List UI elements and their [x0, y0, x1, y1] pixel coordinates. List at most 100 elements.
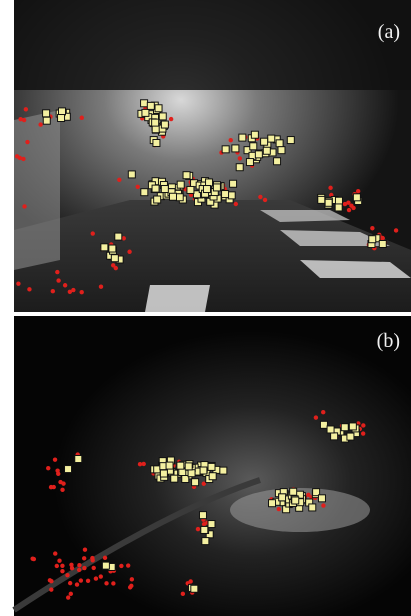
feature-dot [92, 566, 96, 570]
feature-dot [82, 566, 86, 570]
feature-dot [263, 198, 267, 202]
feature-dot [53, 551, 57, 555]
feature-square [246, 159, 253, 166]
feature-dot [49, 485, 53, 489]
feature-square [279, 494, 286, 501]
feature-dot [71, 288, 75, 292]
feature-square [65, 466, 72, 473]
feature-dot [188, 579, 192, 583]
feature-square [213, 184, 220, 191]
feature-dot [119, 564, 123, 568]
feature-dot [30, 556, 34, 560]
feature-dot [66, 595, 70, 599]
feature-dot [142, 462, 146, 466]
panel-a: (a) [14, 0, 411, 312]
feature-square [353, 194, 360, 201]
feature-square [177, 181, 184, 188]
feature-dot [328, 186, 332, 190]
feature-square [349, 423, 356, 430]
feature-dot [94, 576, 98, 580]
feature-square [128, 171, 135, 178]
feature-dot [80, 116, 84, 120]
feature-square [176, 194, 183, 201]
feature-square [102, 562, 109, 569]
feature-dot [356, 189, 360, 193]
feature-square [153, 139, 160, 146]
feature-dot [117, 178, 121, 182]
feature-dot [55, 564, 59, 568]
feature-dot [104, 581, 108, 585]
feature-dot [111, 263, 115, 267]
feature-dot [27, 287, 31, 291]
feature-square [147, 102, 154, 109]
feature-dot [51, 289, 55, 293]
feature-dot [351, 206, 355, 210]
feature-dot [111, 581, 115, 585]
feature-square [255, 151, 262, 158]
feature-square [141, 100, 148, 107]
feature-dot [361, 431, 365, 435]
feature-dot [394, 228, 398, 232]
feature-dot [127, 250, 131, 254]
feature-square [199, 512, 206, 519]
feature-square [155, 105, 162, 112]
feature-dot [347, 208, 351, 212]
wall [14, 110, 60, 270]
feature-dot [238, 156, 242, 160]
feature-square [261, 138, 268, 145]
feature-square [109, 245, 116, 252]
feature-dot [69, 592, 73, 596]
feature-square [232, 145, 239, 152]
feature-square [203, 186, 210, 193]
feature-square [187, 186, 194, 193]
feature-square [318, 196, 325, 203]
feature-square [222, 146, 229, 153]
feature-square [228, 192, 235, 199]
feature-square [154, 196, 161, 203]
feature-square [341, 424, 348, 431]
feature-dot [314, 415, 318, 419]
feature-dot [46, 466, 50, 470]
feature-dot [91, 231, 95, 235]
feature-square [292, 497, 299, 504]
feature-square [379, 240, 386, 247]
feature-square [152, 119, 159, 126]
feature-dot [370, 226, 374, 230]
feature-dot [77, 568, 81, 572]
feature-dot [60, 488, 64, 492]
feature-square [43, 110, 50, 117]
feature-square [191, 585, 198, 592]
feature-square [43, 117, 50, 124]
feature-dot [24, 107, 28, 111]
feature-dot [75, 582, 79, 586]
feature-square [171, 475, 178, 482]
feature-square [160, 470, 167, 477]
feature-square [202, 538, 209, 545]
feature-square [335, 204, 342, 211]
feature-square [177, 462, 184, 469]
feature-dot [83, 548, 87, 552]
feature-square [142, 109, 149, 116]
panel-label: (a) [378, 21, 400, 43]
feature-dot [70, 566, 74, 570]
feature-dot [130, 577, 134, 581]
feature-dot [60, 569, 64, 573]
feature-square [290, 488, 297, 495]
feature-square [58, 108, 65, 115]
feature-square [188, 470, 195, 477]
feature-dot [22, 118, 26, 122]
floor-stripe [145, 285, 210, 312]
feature-dot [57, 558, 61, 562]
feature-dot [103, 556, 107, 560]
feature-dot [126, 563, 130, 567]
feature-square [236, 164, 243, 171]
feature-dot [79, 578, 83, 582]
feature-dot [68, 581, 72, 585]
feature-square [347, 433, 354, 440]
feature-dot [16, 281, 20, 285]
feature-square [201, 526, 208, 533]
feature-dot [18, 156, 22, 160]
feature-dot [361, 423, 365, 427]
feature-square [250, 143, 257, 150]
feature-square [152, 185, 159, 192]
